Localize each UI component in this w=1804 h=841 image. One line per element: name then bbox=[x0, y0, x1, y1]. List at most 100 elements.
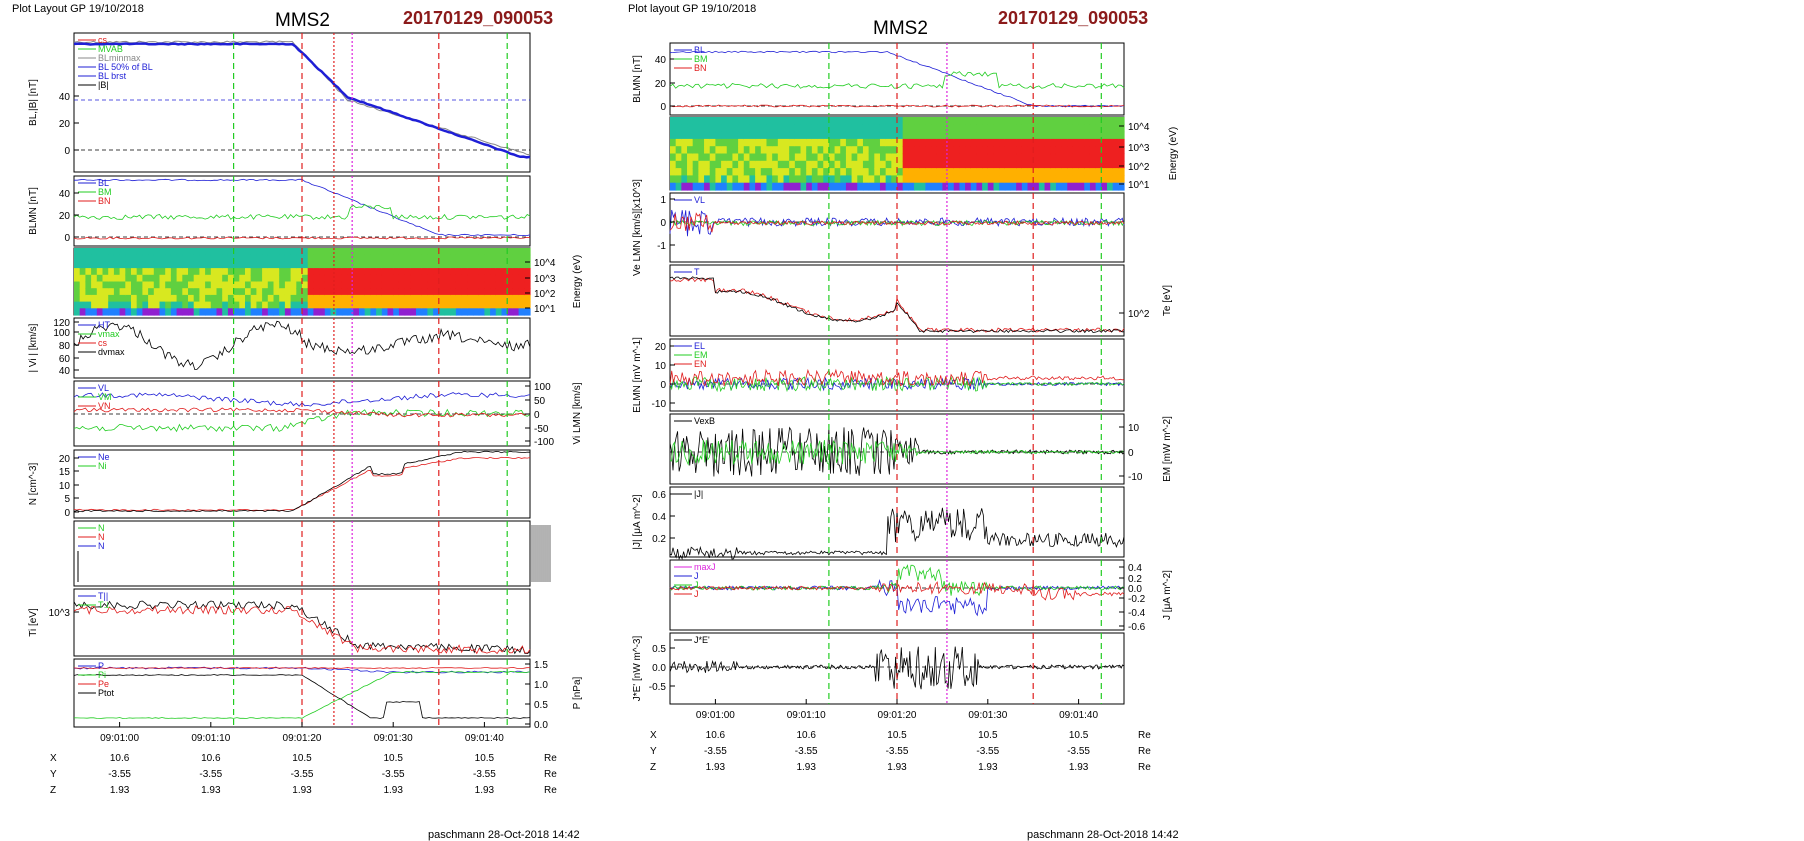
spectrogram-cell bbox=[245, 301, 252, 309]
spectrogram-cell bbox=[789, 182, 796, 191]
spectrogram-cell bbox=[732, 124, 739, 133]
spectrogram-cell bbox=[760, 117, 768, 125]
spectrogram-cell bbox=[153, 254, 161, 262]
spectrogram-cell bbox=[113, 281, 121, 289]
spectrogram-cell bbox=[670, 160, 677, 169]
spectrogram-cell bbox=[670, 182, 677, 191]
spectrogram-cell bbox=[284, 294, 292, 303]
spectrogram-cell bbox=[1118, 153, 1125, 162]
spectrogram-cell bbox=[800, 131, 807, 140]
spectrogram-cell bbox=[931, 153, 938, 162]
spectrogram-cell bbox=[959, 138, 966, 147]
spectrogram-cell bbox=[1101, 117, 1108, 125]
spectrogram-cell bbox=[811, 175, 819, 184]
spectrogram-cell bbox=[879, 131, 887, 140]
spectrogram-cell bbox=[789, 131, 796, 140]
legend-entry: N bbox=[98, 541, 105, 551]
spectrogram-cell bbox=[908, 168, 915, 176]
spectrogram-cell bbox=[993, 175, 1000, 184]
spectrogram-cell bbox=[732, 138, 739, 147]
spectrogram-cell bbox=[772, 117, 779, 125]
spectrogram-cell bbox=[914, 117, 921, 125]
spectrogram-cell bbox=[743, 160, 751, 169]
spectrogram-cell bbox=[783, 138, 790, 147]
spectrogram-cell bbox=[987, 153, 995, 162]
spectrogram-cell bbox=[495, 308, 503, 316]
spectrogram-cell bbox=[410, 288, 417, 296]
spectrogram-cell bbox=[455, 248, 463, 256]
spectrogram-cell bbox=[131, 294, 138, 303]
spectrogram-cell bbox=[857, 175, 864, 184]
spectrogram-cell bbox=[675, 168, 682, 176]
spectrogram-cell bbox=[484, 281, 491, 289]
spectrogram-cell bbox=[227, 288, 235, 296]
spectrogram-cell bbox=[760, 131, 768, 140]
spectrogram-cell bbox=[427, 301, 434, 309]
spectrogram-cell bbox=[794, 182, 802, 191]
spectrogram-cell bbox=[1078, 138, 1085, 147]
spectrogram-cell bbox=[1072, 168, 1080, 176]
spectrogram-cell bbox=[473, 268, 480, 276]
spectrogram-cell bbox=[490, 281, 497, 289]
spectrogram-cell bbox=[1072, 153, 1080, 162]
spectrogram-cell bbox=[387, 301, 394, 309]
spectrogram-cell bbox=[102, 254, 109, 262]
spectrogram-cell bbox=[1067, 124, 1074, 133]
spectrogram-cell bbox=[222, 274, 229, 283]
spectrogram-cell bbox=[902, 168, 909, 176]
spectrogram-cell bbox=[1089, 124, 1097, 133]
spectrogram-cell bbox=[862, 182, 870, 191]
spectrogram-cell bbox=[1027, 146, 1034, 155]
spectrogram-cell bbox=[410, 294, 417, 303]
spectrogram-cell bbox=[518, 294, 525, 303]
spectrogram-cell bbox=[1067, 131, 1074, 140]
y-tick-label: 10^3 bbox=[534, 274, 556, 285]
spectrogram-cell bbox=[296, 268, 303, 276]
spectrogram-cell bbox=[142, 254, 149, 262]
spectrogram-cell bbox=[518, 274, 525, 283]
spectrogram-cell bbox=[398, 261, 406, 269]
spectrogram-cell bbox=[91, 294, 98, 303]
spectrogram-cell bbox=[182, 301, 189, 309]
spectrogram-cell bbox=[490, 308, 497, 316]
spectrogram-cell bbox=[743, 153, 751, 162]
position-value: 1.93 bbox=[796, 762, 816, 773]
spectrogram-cell bbox=[125, 288, 132, 296]
spectrogram-cell bbox=[1055, 175, 1063, 184]
y-tick-label: 20 bbox=[59, 454, 71, 465]
spectrogram-cell bbox=[1078, 182, 1085, 191]
spectrogram-cell bbox=[290, 294, 297, 303]
spectrogram-cell bbox=[834, 160, 841, 169]
spectrogram-cell bbox=[709, 124, 716, 133]
spectrogram-cell bbox=[245, 254, 252, 262]
spectrogram-cell bbox=[250, 274, 257, 283]
spectrogram-cell bbox=[1067, 182, 1074, 191]
spectrogram-cell bbox=[359, 248, 366, 256]
spectrogram-cell bbox=[267, 261, 275, 269]
y-tick-label: 10^4 bbox=[1128, 122, 1150, 133]
spectrogram-cell bbox=[188, 281, 195, 289]
spectrogram-cell bbox=[182, 288, 189, 296]
spectrogram-cell bbox=[1106, 182, 1114, 191]
position-unit: Re bbox=[1138, 746, 1151, 757]
series-line bbox=[669, 646, 1125, 690]
spectrogram-cell bbox=[692, 182, 699, 191]
spectrogram-cell bbox=[324, 281, 332, 289]
spectrogram-cell bbox=[148, 308, 155, 316]
y-tick-label: 10 bbox=[59, 481, 71, 492]
spectrogram-cell bbox=[245, 248, 252, 256]
right-footer: paschmann 28-Oct-2018 14:42 bbox=[1027, 829, 1179, 841]
spectrogram-cell bbox=[1004, 160, 1012, 169]
spectrogram-cell bbox=[148, 274, 155, 283]
y-tick-label: -0.2 bbox=[1128, 594, 1146, 605]
spectrogram-cell bbox=[897, 182, 904, 191]
spectrogram-cell bbox=[227, 294, 235, 303]
spectrogram-cell bbox=[1021, 146, 1029, 155]
spectrogram-cell bbox=[1106, 160, 1114, 169]
spectrogram-cell bbox=[823, 131, 830, 140]
spectrogram-cell bbox=[461, 254, 468, 262]
spectrogram-cell bbox=[131, 301, 138, 309]
spectrogram-cell bbox=[823, 182, 830, 191]
spectrogram-cell bbox=[410, 308, 417, 316]
spectrogram-cell bbox=[102, 308, 109, 316]
